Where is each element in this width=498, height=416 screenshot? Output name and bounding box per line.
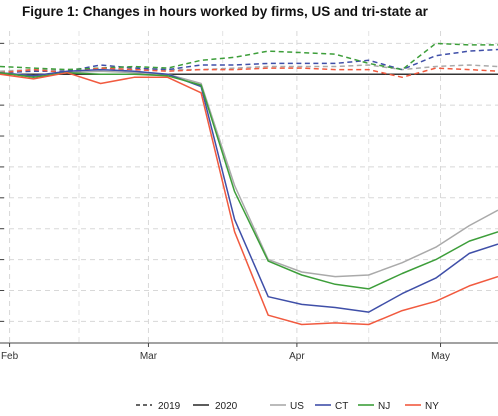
chart-title: Figure 1: Changes in hours worked by fir… [22, 4, 428, 19]
legend-label-2020: 2020 [215, 401, 238, 412]
series-line-nj-2019 [0, 42, 498, 71]
series-line-us-2020 [0, 70, 498, 278]
series-line-us-2019 [0, 64, 498, 72]
legend-label-2019: 2019 [158, 401, 181, 412]
series-line-nj-2020 [0, 71, 498, 290]
legend-label-ct: CT [335, 401, 348, 412]
x-tick-label: Apr [289, 351, 305, 362]
legend-label-ny: NY [425, 401, 439, 412]
x-tick-label: Mar [140, 351, 158, 362]
series-line-ct-2020 [0, 68, 498, 313]
x-tick-label: May [431, 351, 450, 362]
series-line-ny-2019 [0, 67, 498, 79]
x-tick-label: Feb [1, 351, 19, 362]
legend-label-us: US [290, 401, 304, 412]
series-line-ny-2020 [0, 71, 498, 326]
legend-label-nj: NJ [378, 401, 390, 412]
